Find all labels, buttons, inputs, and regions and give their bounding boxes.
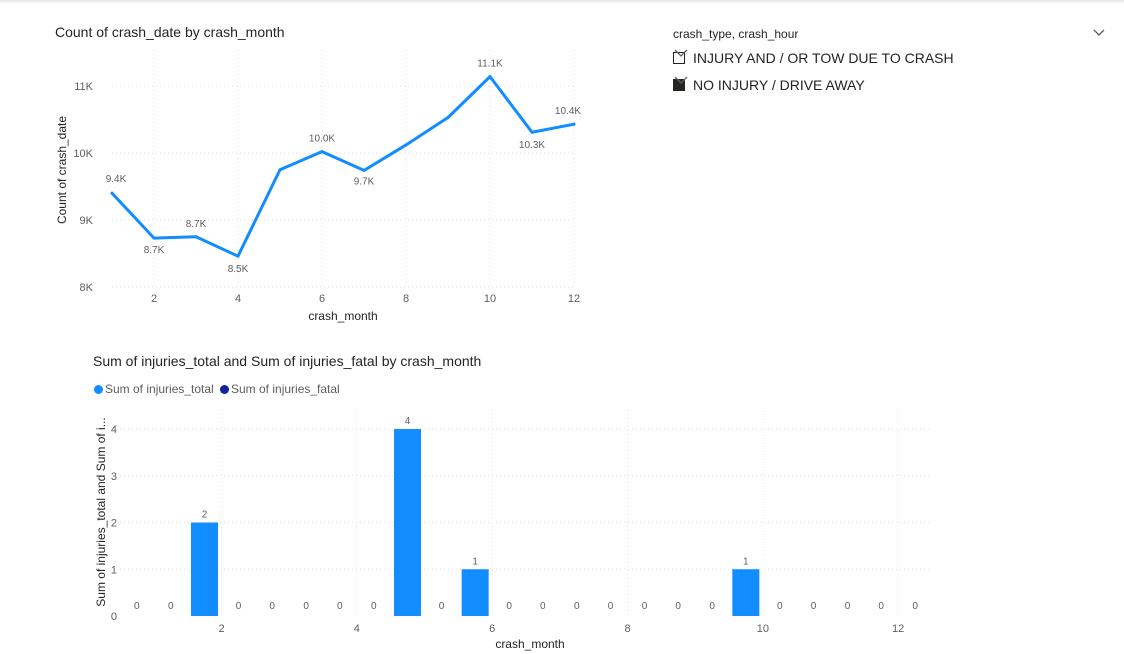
bar bbox=[732, 569, 760, 616]
data-label: 0 bbox=[574, 601, 580, 612]
slicer-item-no-injury[interactable]: NO INJURY / DRIVE AWAY bbox=[673, 75, 865, 95]
data-label: 0 bbox=[337, 601, 343, 612]
data-label: 10.3K bbox=[519, 140, 545, 151]
data-label: 8.7K bbox=[186, 219, 207, 230]
y-tick-label: 9K bbox=[80, 215, 94, 227]
data-label: 0 bbox=[777, 601, 783, 612]
slicer-item-label: NO INJURY / DRIVE AWAY bbox=[693, 77, 865, 93]
y-axis-title: Count of crash_date bbox=[55, 116, 69, 224]
y-tick-label: 1 bbox=[111, 564, 117, 576]
data-label: 0 bbox=[642, 601, 648, 612]
x-tick-label: 4 bbox=[235, 293, 241, 305]
x-tick-label: 8 bbox=[403, 293, 409, 305]
y-tick-label: 10K bbox=[73, 148, 93, 160]
data-label: 0 bbox=[236, 601, 242, 612]
legend-dot bbox=[94, 385, 103, 394]
x-tick-label: 10 bbox=[757, 623, 769, 635]
data-label: 0 bbox=[675, 601, 681, 612]
legend-item-injuries-fatal[interactable]: Sum of injuries_fatal bbox=[220, 382, 340, 396]
data-label: 0 bbox=[134, 601, 140, 612]
data-point bbox=[236, 254, 240, 258]
y-tick-label: 3 bbox=[111, 471, 117, 483]
data-label: 8.7K bbox=[144, 245, 165, 256]
legend-dot bbox=[220, 385, 229, 394]
data-label: 8.5K bbox=[228, 264, 249, 275]
top-shadow bbox=[0, 0, 1124, 4]
data-label: 9.7K bbox=[354, 176, 375, 187]
data-label: 0 bbox=[506, 601, 512, 612]
x-axis-title: crash_month bbox=[308, 309, 377, 323]
y-tick-label: 8K bbox=[80, 282, 94, 294]
x-tick-label: 12 bbox=[568, 293, 580, 305]
slicer-chevron-down-icon[interactable] bbox=[1092, 26, 1106, 40]
bar-chart-title: Sum of injuries_total and Sum of injurie… bbox=[93, 353, 482, 369]
data-label: 0 bbox=[878, 601, 884, 612]
data-label: 1 bbox=[472, 556, 478, 567]
y-tick-label: 2 bbox=[111, 518, 117, 530]
data-point bbox=[194, 235, 198, 239]
x-tick-label: 2 bbox=[218, 623, 224, 635]
data-point bbox=[110, 191, 114, 195]
x-tick-label: 4 bbox=[354, 623, 360, 635]
data-point bbox=[362, 168, 366, 172]
x-axis-title: crash_month bbox=[495, 637, 564, 651]
data-label: 1 bbox=[743, 556, 749, 567]
series-line bbox=[110, 75, 576, 258]
data-label: 10.0K bbox=[309, 134, 335, 145]
data-point bbox=[488, 75, 492, 79]
data-label: 0 bbox=[168, 601, 174, 612]
x-tick-label: 6 bbox=[319, 293, 325, 305]
legend-item-injuries-total[interactable]: Sum of injuries_total bbox=[94, 382, 214, 396]
data-point bbox=[530, 130, 534, 134]
data-point bbox=[278, 168, 282, 172]
slicer-item-injury[interactable]: INJURY AND / OR TOW DUE TO CRASH bbox=[673, 48, 954, 68]
x-tick-label: 2 bbox=[151, 293, 157, 305]
data-label: 0 bbox=[811, 601, 817, 612]
data-label: 9.4K bbox=[106, 174, 127, 185]
data-label: 0 bbox=[303, 601, 309, 612]
y-tick-label: 11K bbox=[74, 81, 93, 93]
data-label: 0 bbox=[269, 601, 275, 612]
y-tick-label: 0 bbox=[111, 611, 117, 623]
legend-label: Sum of injuries_total bbox=[105, 382, 214, 396]
y-axis-title: Sum of injuries_total and Sum of i... bbox=[94, 417, 108, 606]
bar bbox=[461, 569, 489, 616]
bar bbox=[191, 522, 218, 616]
data-label: 0 bbox=[709, 601, 715, 612]
x-tick-label: 6 bbox=[489, 623, 495, 635]
data-point bbox=[320, 150, 324, 154]
slicer-title: crash_type, crash_hour bbox=[673, 27, 799, 41]
legend-label: Sum of injuries_fatal bbox=[231, 382, 340, 396]
y-tick-label: 4 bbox=[111, 424, 117, 436]
data-point bbox=[446, 115, 450, 119]
data-point bbox=[152, 236, 156, 240]
data-label: 0 bbox=[912, 601, 918, 612]
x-tick-label: 8 bbox=[624, 623, 630, 635]
data-label: 0 bbox=[439, 601, 445, 612]
line-chart-title: Count of crash_date by crash_month bbox=[55, 24, 285, 40]
data-point bbox=[572, 122, 576, 126]
data-label: 2 bbox=[202, 510, 208, 521]
data-label: 0 bbox=[540, 601, 546, 612]
data-label: 0 bbox=[845, 601, 851, 612]
x-tick-label: 12 bbox=[892, 623, 904, 635]
data-label: 11.1K bbox=[477, 59, 503, 70]
data-label: 4 bbox=[405, 416, 411, 427]
data-label: 0 bbox=[608, 601, 614, 612]
x-tick-label: 10 bbox=[484, 293, 496, 305]
bar bbox=[394, 429, 421, 616]
expand-chevron-icon[interactable] bbox=[673, 48, 689, 60]
slicer-item-label: INJURY AND / OR TOW DUE TO CRASH bbox=[693, 50, 954, 66]
data-label: 10.4K bbox=[555, 106, 581, 117]
data-label: 0 bbox=[371, 601, 377, 612]
expand-chevron-icon[interactable] bbox=[673, 75, 689, 87]
data-point bbox=[404, 143, 408, 147]
